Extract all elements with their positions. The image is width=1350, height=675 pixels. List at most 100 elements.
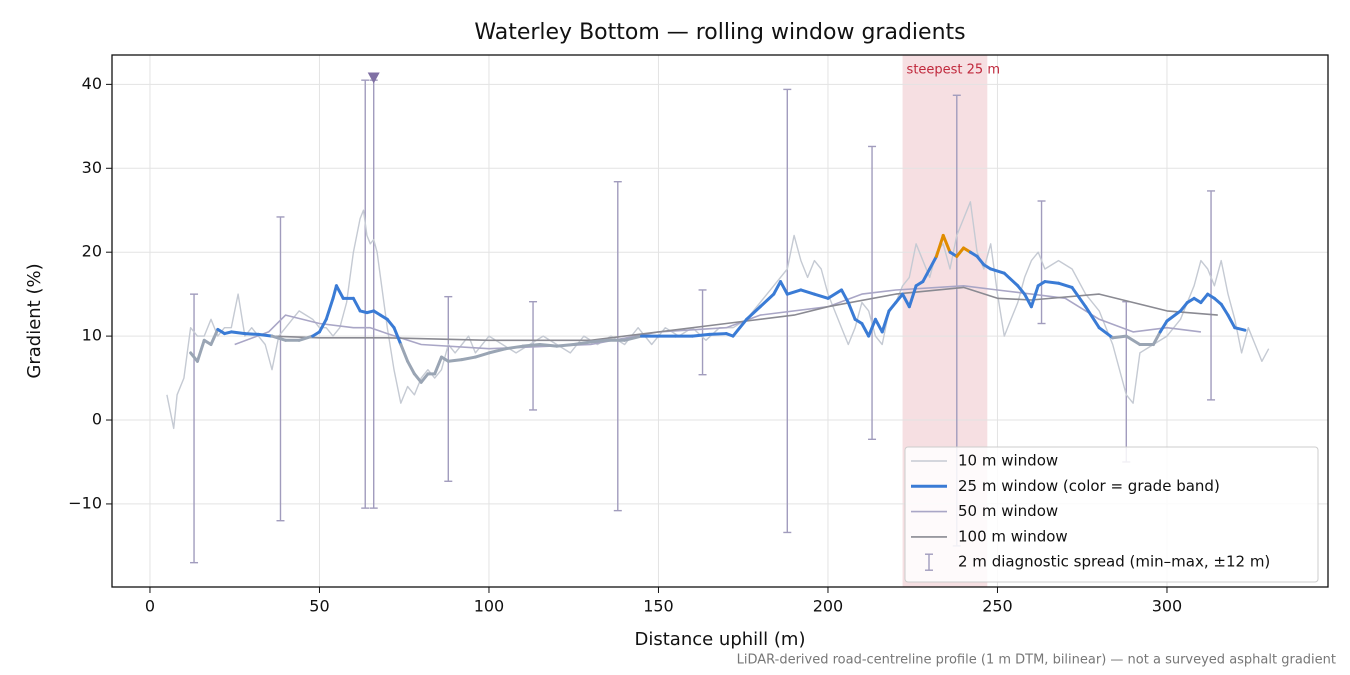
line-segment xyxy=(887,301,898,313)
line-segment xyxy=(521,342,542,348)
x-tick-label: 0 xyxy=(145,597,155,616)
line-segment xyxy=(1158,319,1169,334)
line-segment xyxy=(846,301,857,321)
footnote: LiDAR-derived road-centreline profile (1… xyxy=(737,653,1336,668)
line-segment xyxy=(1199,292,1210,305)
x-tick-label: 150 xyxy=(643,597,674,616)
line-segment xyxy=(1029,284,1040,309)
y-axis-label: Gradient (%) xyxy=(24,263,45,378)
error-bar xyxy=(276,216,285,522)
line-segment xyxy=(555,342,576,348)
line-segment xyxy=(860,322,871,338)
error-bar xyxy=(369,79,378,509)
error-bar xyxy=(698,289,707,376)
error-bar xyxy=(444,295,453,482)
line-segment xyxy=(731,317,749,338)
line-segment xyxy=(334,284,345,300)
line-segment xyxy=(1043,280,1060,285)
y-tick-label: 40 xyxy=(82,74,102,93)
line-segment xyxy=(1002,271,1020,288)
x-tick-label: 300 xyxy=(1152,597,1183,616)
y-tick-label: −10 xyxy=(68,493,102,512)
line-segment xyxy=(690,332,711,338)
legend-box xyxy=(904,446,1319,583)
line-segment xyxy=(812,292,830,300)
legend-label: 100 m window xyxy=(958,527,1068,545)
line-segment xyxy=(195,338,206,363)
off-scale-marker xyxy=(367,72,380,84)
chart-title: Waterley Bottom — rolling window gradien… xyxy=(474,20,965,45)
line-segment xyxy=(256,332,274,338)
x-axis-label: Distance uphill (m) xyxy=(635,629,806,650)
line-segment xyxy=(1151,330,1162,346)
plot-frame xyxy=(111,54,1329,588)
x-tick-label: 250 xyxy=(982,597,1013,616)
y-tick-label: 0 xyxy=(92,410,102,429)
line-segment xyxy=(317,317,328,334)
line-segment xyxy=(934,233,945,258)
legend-label: 50 m window xyxy=(958,502,1058,520)
error-bar xyxy=(361,79,370,509)
line-segment xyxy=(1084,305,1101,330)
line-segment xyxy=(229,330,247,336)
line-segment xyxy=(419,372,430,384)
line-segment xyxy=(772,280,783,296)
line-segment xyxy=(1219,302,1230,317)
error-bar xyxy=(529,301,538,411)
legend-swatch xyxy=(925,553,933,571)
line-segment xyxy=(901,292,911,309)
line-segment xyxy=(1070,285,1088,309)
line-segment xyxy=(538,342,559,348)
line-segment xyxy=(209,327,220,346)
line-segment xyxy=(297,334,315,342)
line-segment xyxy=(1179,301,1189,313)
line-segment xyxy=(385,317,396,330)
line-segment xyxy=(270,334,288,342)
line-segment xyxy=(779,280,789,296)
line xyxy=(234,285,1201,350)
error-bar xyxy=(613,181,622,512)
line-segment xyxy=(412,372,423,384)
line-segment xyxy=(324,296,335,321)
x-tick-label: 200 xyxy=(813,597,844,616)
line-segment xyxy=(473,351,491,359)
line-segment xyxy=(799,288,816,296)
error-bar xyxy=(190,293,199,564)
line-segment xyxy=(880,309,891,334)
line xyxy=(268,286,1218,342)
line-segment xyxy=(989,267,1006,275)
legend-label: 25 m window (color = grade band) xyxy=(958,477,1220,495)
line-segment xyxy=(907,284,918,309)
line-segment xyxy=(1226,313,1237,330)
line-segment xyxy=(504,344,525,351)
legend-label: 10 m window xyxy=(958,452,1058,470)
line-segment xyxy=(707,332,728,336)
line-segment xyxy=(928,254,938,271)
line-segment xyxy=(243,332,260,336)
y-tick-label: 10 xyxy=(82,326,102,345)
legend-label: 2 m diagnostic spread (min–max, ±12 m) xyxy=(958,553,1270,571)
line-segment xyxy=(894,292,905,305)
line-segment xyxy=(1016,284,1027,296)
line-segment xyxy=(589,338,610,344)
line-segment xyxy=(351,296,362,313)
line-segment xyxy=(941,233,952,254)
line-segment xyxy=(785,288,803,296)
y-tick-label: 20 xyxy=(82,242,102,261)
highlight-label: steepest 25 m xyxy=(907,63,1000,78)
line-segment xyxy=(921,267,932,284)
x-tick-label: 50 xyxy=(309,597,329,616)
line-segment xyxy=(433,355,444,376)
line-segment xyxy=(572,340,593,346)
line-segment xyxy=(1165,309,1183,323)
line-segment xyxy=(623,334,644,342)
line-segment xyxy=(1097,326,1115,340)
line-segment xyxy=(487,347,508,355)
line-segment xyxy=(955,246,966,258)
line-segment xyxy=(460,355,477,362)
line-segment xyxy=(406,359,416,376)
line-segment xyxy=(867,317,877,338)
line-segment xyxy=(758,292,776,309)
x-tick-label: 100 xyxy=(474,597,505,616)
